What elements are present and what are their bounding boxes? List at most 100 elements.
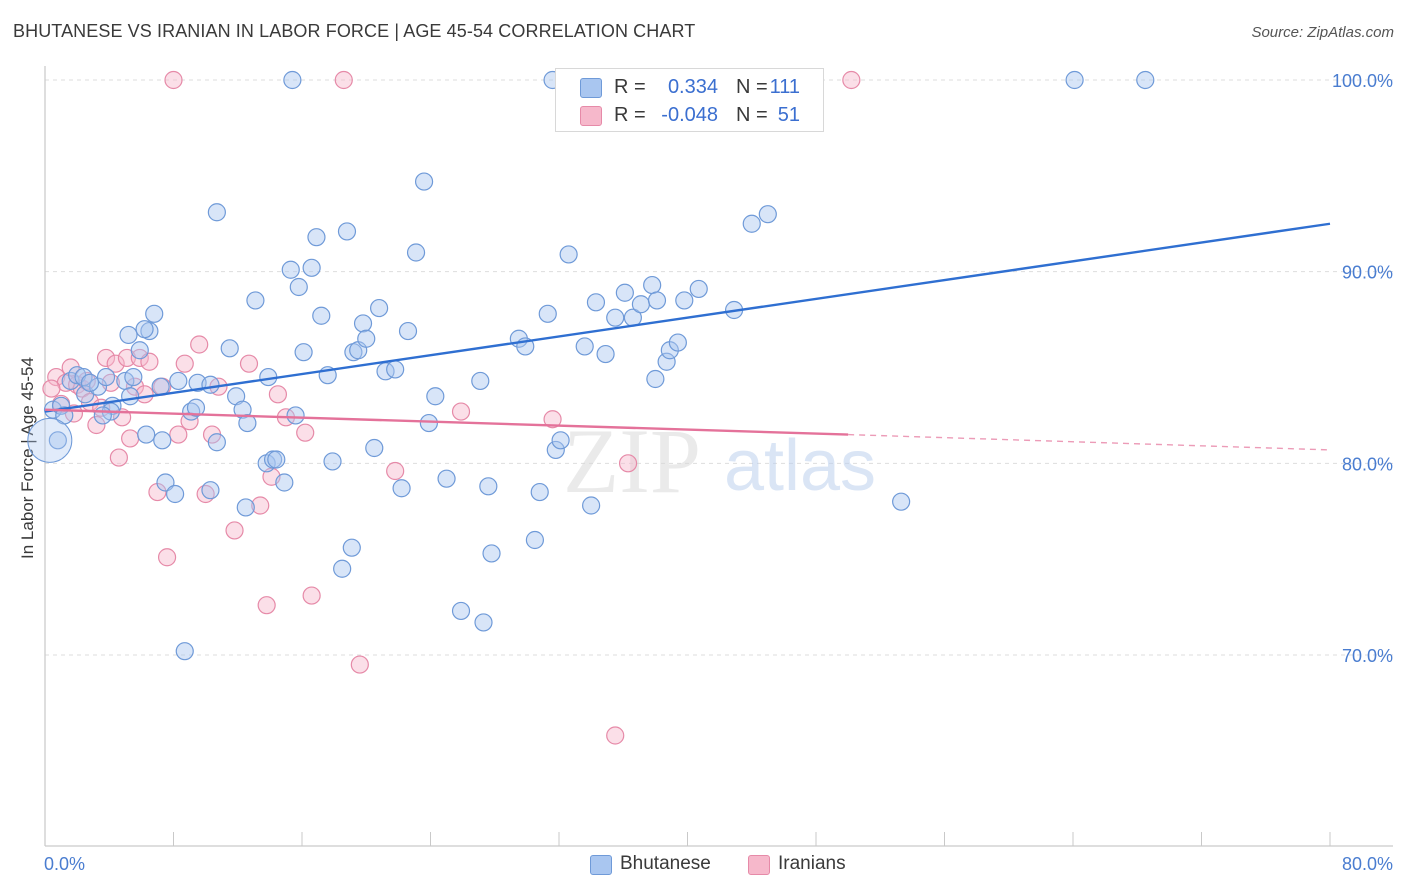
data-point-iranians xyxy=(618,454,638,473)
data-point-bhutanese xyxy=(575,337,594,356)
data-point-iranians xyxy=(157,548,177,567)
data-point-bhutanese xyxy=(145,304,164,323)
y-tick-label: 70.0% xyxy=(1342,646,1393,666)
series-legend: Bhutanese Iranians xyxy=(0,852,1406,880)
legend-label-bhutanese: Bhutanese xyxy=(620,853,711,874)
data-point-bhutanese xyxy=(207,433,226,452)
data-point-iranians xyxy=(239,354,259,373)
data-point-bhutanese xyxy=(471,371,490,391)
data-point-bhutanese xyxy=(414,172,434,191)
data-point-bhutanese xyxy=(406,243,426,262)
legend-row-bhutanese: R = 0.334 N = 111 xyxy=(556,73,823,101)
data-point-bhutanese xyxy=(236,498,255,517)
legend-n-value: 51 xyxy=(777,104,800,126)
data-point-bhutanese xyxy=(631,295,651,314)
data-point-bhutanese xyxy=(283,70,302,90)
data-point-bhutanese xyxy=(281,260,300,279)
data-point-iranians xyxy=(47,367,66,387)
legend-label-iranians: Iranians xyxy=(778,853,846,874)
data-point-bhutanese xyxy=(596,344,615,364)
trend-line-dashed-iranians xyxy=(848,433,1331,451)
data-point-bhutanese xyxy=(386,360,405,379)
data-point-bhutanese xyxy=(337,222,357,241)
data-point-iranians xyxy=(334,70,353,90)
chart-title: BHUTANESE VS IRANIAN IN LABOR FORCE | AG… xyxy=(13,21,696,41)
data-point-bhutanese xyxy=(342,538,361,557)
legend-r-value: 0.334 xyxy=(667,76,718,98)
data-point-bhutanese xyxy=(353,314,373,333)
data-point-bhutanese xyxy=(357,329,376,348)
data-point-bhutanese xyxy=(657,352,676,371)
legend-r-label: R = xyxy=(614,104,646,126)
data-point-bhutanese xyxy=(294,343,313,362)
data-point-bhutanese xyxy=(451,601,471,621)
trend-line-iranians xyxy=(44,408,849,436)
trend-line-bhutanese xyxy=(44,222,1331,413)
x-tick-label: 80.0% xyxy=(1342,854,1393,874)
data-point-bhutanese xyxy=(312,306,331,325)
data-point-bhutanese xyxy=(220,339,239,358)
data-point-bhutanese xyxy=(370,298,389,318)
data-point-bhutanese xyxy=(80,373,100,392)
data-point-bhutanese xyxy=(646,369,665,389)
data-point-bhutanese xyxy=(333,559,352,578)
data-point-iranians xyxy=(164,70,183,90)
data-point-iranians xyxy=(257,596,276,615)
data-point-iranians xyxy=(251,496,270,515)
data-point-bhutanese xyxy=(551,431,570,450)
data-point-bhutanese xyxy=(559,245,578,264)
data-point-bhutanese xyxy=(238,413,257,433)
data-point-bhutanese xyxy=(233,400,252,419)
data-point-bhutanese xyxy=(689,279,708,299)
data-point-bhutanese xyxy=(289,277,308,297)
data-point-iranians xyxy=(106,354,125,373)
data-point-bhutanese xyxy=(119,325,138,345)
data-point-iranians xyxy=(42,379,61,398)
data-point-bhutanese xyxy=(647,291,667,310)
data-point-bhutanese xyxy=(742,214,761,233)
legend-swatch-iranians xyxy=(748,855,770,875)
data-point-bhutanese xyxy=(169,371,188,391)
data-point-bhutanese xyxy=(365,438,384,458)
data-point-bhutanese xyxy=(615,283,634,302)
data-point-iranians xyxy=(451,402,471,421)
watermark-atlas: atlas xyxy=(724,426,876,506)
data-point-bhutanese xyxy=(582,496,601,515)
data-point-bhutanese xyxy=(538,304,557,323)
data-point-iranians xyxy=(190,335,209,354)
data-point-bhutanese xyxy=(124,367,143,387)
data-point-bhutanese xyxy=(482,544,501,563)
data-point-bhutanese xyxy=(437,469,456,488)
data-point-iranians xyxy=(268,385,288,404)
data-point-bhutanese xyxy=(93,406,112,425)
data-point-iranians xyxy=(225,521,244,540)
legend-r-value: -0.048 xyxy=(661,104,718,126)
data-point-iranians xyxy=(386,461,405,481)
data-point-iranians xyxy=(175,354,194,373)
data-point-bhutanese xyxy=(130,341,149,360)
data-point-bhutanese xyxy=(207,203,226,222)
data-point-iranians xyxy=(606,726,625,745)
data-point-bhutanese xyxy=(286,406,305,425)
data-point-bhutanese xyxy=(275,473,294,492)
legend-n-label: N = xyxy=(736,76,768,98)
data-point-bhutanese xyxy=(758,205,777,224)
data-point-bhutanese xyxy=(175,642,194,661)
data-point-bhutanese xyxy=(246,291,265,310)
data-point-iranians xyxy=(302,586,321,605)
data-point-bhutanese xyxy=(392,479,411,498)
data-point-iranians xyxy=(96,348,116,368)
data-point-iranians xyxy=(169,425,188,444)
data-point-bhutanese xyxy=(892,492,911,511)
correlation-legend: R = 0.334 N = 111 R = -0.048 N = 51 xyxy=(555,68,824,132)
data-point-cluster xyxy=(27,417,73,463)
data-point-bhutanese xyxy=(323,452,342,471)
data-point-iranians xyxy=(296,423,315,442)
data-point-bhutanese xyxy=(201,375,220,394)
data-point-bhutanese xyxy=(525,530,545,550)
data-point-bhutanese xyxy=(96,367,116,387)
legend-n-label: N = xyxy=(736,104,768,126)
data-point-bhutanese xyxy=(307,228,326,247)
data-point-bhutanese xyxy=(267,450,286,469)
